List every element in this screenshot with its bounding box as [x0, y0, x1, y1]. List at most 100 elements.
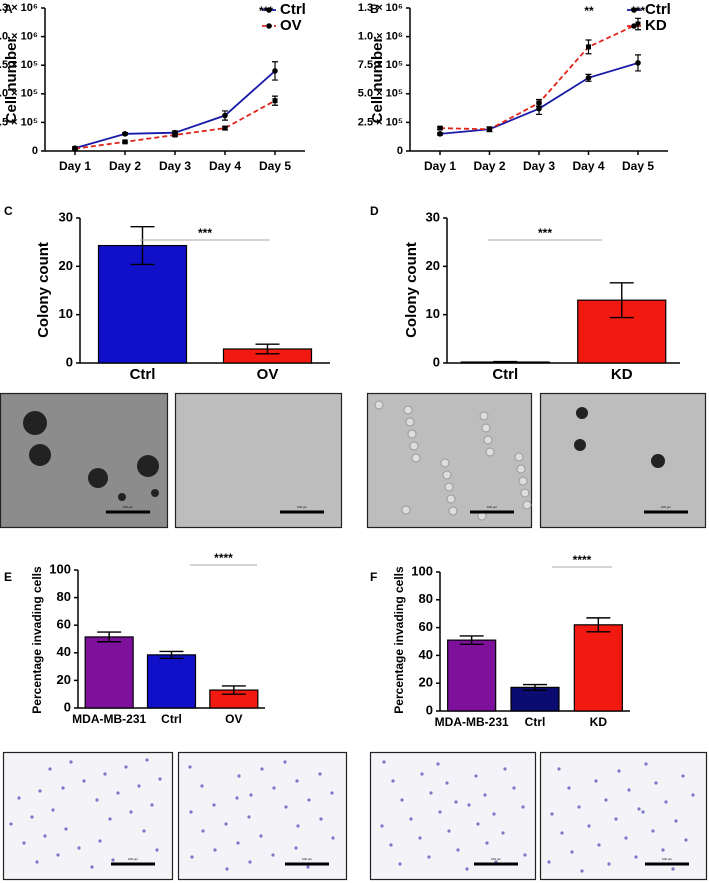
- scale-bar-label: 100 μm: [123, 505, 134, 509]
- y-tick-label: 30: [59, 209, 73, 224]
- y-tick-label: 60: [57, 617, 71, 632]
- stained-cell: [492, 812, 496, 816]
- cell: [444, 482, 454, 492]
- x-tick-label: Ctrl: [492, 366, 518, 383]
- stained-cell: [557, 767, 561, 771]
- stained-cell: [445, 781, 449, 785]
- cell: [481, 423, 491, 433]
- x-tick-label: OV: [257, 366, 279, 383]
- point: [536, 100, 542, 106]
- stained-cell: [9, 822, 13, 826]
- stained-cell: [190, 855, 194, 859]
- stained-cell: [523, 853, 527, 857]
- stained-cell: [108, 817, 112, 821]
- stained-cell: [447, 829, 451, 833]
- stained-cell: [503, 767, 507, 771]
- cell: [516, 464, 526, 474]
- stained-cell: [550, 812, 554, 816]
- stained-cell: [77, 846, 81, 850]
- stained-cell: [409, 817, 413, 821]
- point: [437, 131, 443, 137]
- stained-cell: [283, 760, 287, 764]
- stained-cell: [48, 767, 52, 771]
- x-tick-label: Day 4: [572, 159, 604, 173]
- micrograph: [366, 392, 533, 529]
- x-tick-label: MDA-MB-231: [72, 712, 146, 726]
- stained-cell: [634, 855, 638, 859]
- point: [272, 98, 278, 104]
- stained-cell: [103, 772, 107, 776]
- x-tick-label: Day 2: [109, 159, 141, 173]
- point: [272, 68, 278, 74]
- y-tick-label: 7.5 × 10⁵: [358, 59, 403, 71]
- point: [72, 146, 78, 152]
- stained-cell: [389, 843, 393, 847]
- y-tick-label: 100: [411, 563, 433, 578]
- legend-label: Ctrl: [645, 1, 671, 18]
- y-tick-label: 60: [419, 619, 433, 634]
- y-tick-label: 0: [433, 354, 440, 369]
- micrograph: [539, 751, 708, 881]
- stained-cell: [681, 774, 685, 778]
- stained-cell: [580, 869, 584, 873]
- legend-marker: [631, 23, 637, 29]
- legend-label: KD: [645, 17, 667, 34]
- stained-cell: [501, 831, 505, 835]
- y-tick-label: 7.5 × 10⁵: [0, 59, 38, 71]
- y-axis-label: Colony count: [35, 242, 52, 338]
- y-tick-label: 10: [59, 306, 73, 321]
- scale-bar-label: 100 μm: [487, 505, 498, 509]
- error-bar: [255, 343, 280, 355]
- cell: [479, 411, 489, 421]
- stained-cell: [284, 805, 288, 809]
- stained-cell: [61, 786, 65, 790]
- stained-cell: [158, 777, 162, 781]
- stained-cell: [225, 867, 229, 871]
- significance: ***: [631, 4, 645, 18]
- stained-cell: [587, 824, 591, 828]
- scale-bar-label: 100 μm: [662, 857, 673, 861]
- stained-cell: [567, 786, 571, 790]
- stained-cell: [319, 817, 323, 821]
- stained-cell: [260, 767, 264, 771]
- stained-cell: [418, 836, 422, 840]
- panel-letter: D: [370, 204, 379, 218]
- y-tick-label: 80: [57, 589, 71, 604]
- stained-cell: [637, 807, 641, 811]
- x-tick-label: Day 1: [59, 159, 91, 173]
- error-bar: [586, 617, 611, 633]
- stained-cell: [391, 779, 395, 783]
- significance: ***: [198, 226, 212, 240]
- y-tick-label: 0: [32, 145, 38, 157]
- error-bar: [493, 360, 518, 364]
- colony: [137, 455, 159, 477]
- stained-cell: [318, 772, 322, 776]
- micrograph: [174, 392, 343, 529]
- stained-cell: [189, 810, 193, 814]
- cell: [442, 470, 452, 480]
- y-tick-label: 1.0 × 10⁶: [358, 31, 403, 43]
- stained-cell: [644, 762, 648, 766]
- colony: [88, 468, 108, 488]
- stained-cell: [465, 867, 469, 871]
- stained-cell: [604, 798, 608, 802]
- stained-cell: [306, 865, 310, 869]
- stained-cell: [224, 822, 228, 826]
- colony: [574, 439, 586, 451]
- stained-cell: [671, 867, 675, 871]
- significance: ****: [573, 553, 592, 567]
- point: [487, 126, 492, 132]
- y-tick-label: 40: [57, 644, 71, 659]
- y-tick-label: 30: [426, 209, 440, 224]
- stained-cell: [400, 798, 404, 802]
- stained-cell: [56, 853, 60, 857]
- stained-cell: [420, 772, 424, 776]
- stained-cell: [607, 862, 611, 866]
- stained-cell: [116, 791, 120, 795]
- y-tick-label: 1.3 × 10⁶: [0, 2, 38, 14]
- significance: ****: [214, 551, 233, 565]
- cell: [522, 500, 532, 510]
- stained-cell: [547, 860, 551, 864]
- bar: [573, 624, 623, 712]
- x-tick-label: Day 2: [473, 159, 505, 173]
